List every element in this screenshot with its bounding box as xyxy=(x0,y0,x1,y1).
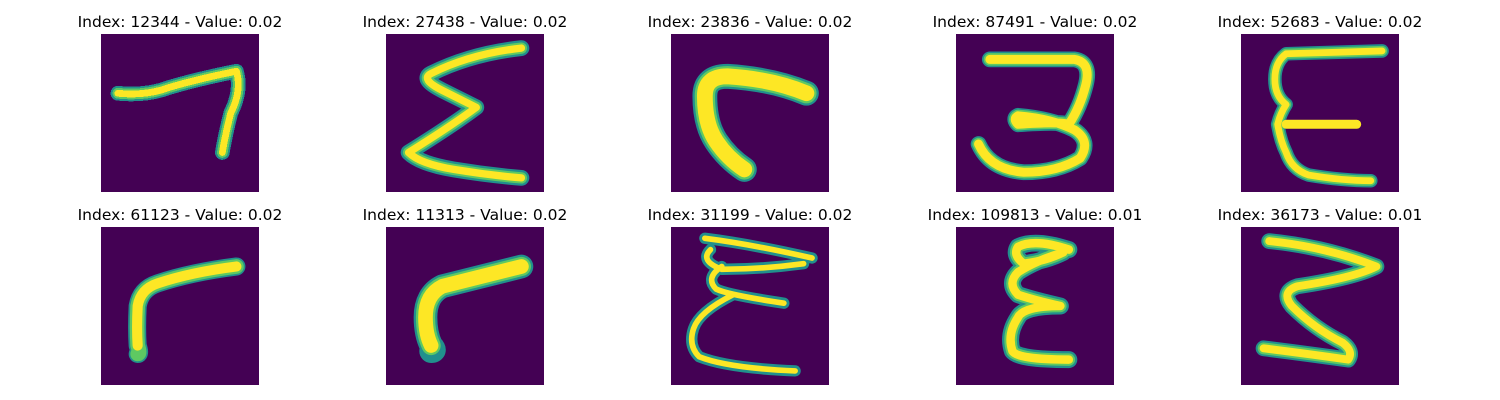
panel-4: Index: 87491 - Value: 0.02 xyxy=(905,12,1165,192)
panel-10: Index: 36173 - Value: 0.01 xyxy=(1190,205,1450,385)
panel-title: Index: 12344 - Value: 0.02 xyxy=(77,13,283,31)
panel-title: Index: 23836 - Value: 0.02 xyxy=(647,13,853,31)
digit-image xyxy=(956,227,1114,385)
digit-image xyxy=(671,227,829,385)
panel-7: Index: 11313 - Value: 0.02 xyxy=(335,205,595,385)
panel-title: Index: 11313 - Value: 0.02 xyxy=(362,206,568,224)
panel-title: Index: 109813 - Value: 0.01 xyxy=(927,206,1143,224)
panel-5: Index: 52683 - Value: 0.02 xyxy=(1190,12,1450,192)
digit-image xyxy=(671,34,829,192)
digit-image xyxy=(1241,227,1399,385)
digit-image xyxy=(386,227,544,385)
digit-image xyxy=(101,34,259,192)
panel-title: Index: 31199 - Value: 0.02 xyxy=(647,206,853,224)
panel-3: Index: 23836 - Value: 0.02 xyxy=(620,12,880,192)
panel-2: Index: 27438 - Value: 0.02 xyxy=(335,12,595,192)
panel-title: Index: 61123 - Value: 0.02 xyxy=(77,206,283,224)
digit-image xyxy=(101,227,259,385)
panel-9: Index: 109813 - Value: 0.01 xyxy=(905,205,1165,385)
digit-image xyxy=(1241,34,1399,192)
panel-title: Index: 27438 - Value: 0.02 xyxy=(362,13,568,31)
panel-1: Index: 12344 - Value: 0.02 xyxy=(50,12,310,192)
panel-8: Index: 31199 - Value: 0.02 xyxy=(620,205,880,385)
panel-title: Index: 87491 - Value: 0.02 xyxy=(932,13,1138,31)
panel-title: Index: 52683 - Value: 0.02 xyxy=(1217,13,1423,31)
panel-title: Index: 36173 - Value: 0.01 xyxy=(1217,206,1423,224)
panel-6: Index: 61123 - Value: 0.02 xyxy=(50,205,310,385)
digit-image xyxy=(386,34,544,192)
digit-image xyxy=(956,34,1114,192)
